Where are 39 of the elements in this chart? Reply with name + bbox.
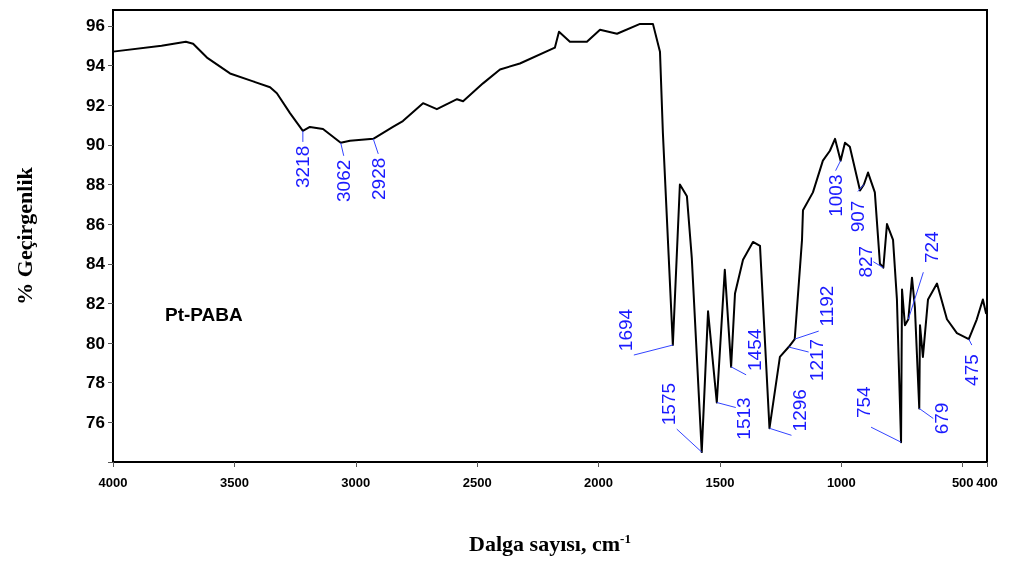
x-tick-label: 1000 [826,475,856,490]
annotation: 907 [847,200,869,233]
annotation: 724 [920,230,942,264]
annotation: 1192 [816,285,838,327]
annotation: 475 [961,354,983,386]
annotation: Pt-PABA [165,304,244,325]
y-tick-label: 82 [86,293,105,313]
annotation: 679 [930,402,952,435]
x-tick-label: 3500 [219,475,249,490]
x-tick-label: 3000 [341,475,371,490]
annotation: 3218 [292,145,314,189]
x-tick-label: 2000 [584,475,614,490]
x-tick-label: 4000 [98,475,128,490]
annotation: 1296 [788,389,810,432]
annotation: 1694 [615,308,637,352]
y-tick-label: 76 [86,412,105,432]
y-tick-label: 92 [86,95,105,115]
y-tick-label: 88 [86,174,105,194]
annotation: 1217 [806,338,828,382]
annotation: 827 [854,245,876,278]
x-tick-label: 2500 [462,475,492,490]
annotation: 1513 [733,397,755,440]
y-tick-label: 78 [86,373,105,393]
annotation: 1003 [825,174,847,217]
y-tick-label: 80 [86,333,105,353]
annotation: 1454 [743,328,765,371]
y-tick-label: 96 [86,16,105,36]
y-tick-label: 86 [86,214,105,234]
y-axis-title: % Geçirgenlik [11,166,37,305]
x-tick-label: 400 [976,475,998,490]
y-tick-label: 94 [86,56,106,76]
annotation: 754 [852,385,874,419]
y-tick-label: 84 [86,254,106,274]
x-tick-label: 500 [951,475,974,490]
x-tick-label: 1500 [705,475,735,490]
annotation: 2928 [367,157,389,200]
annotation: 1575 [658,382,680,426]
y-tick-label: 90 [86,135,105,155]
annotation: 3062 [333,159,355,202]
